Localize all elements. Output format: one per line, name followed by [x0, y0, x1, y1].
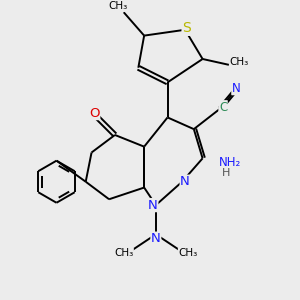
Text: S: S — [182, 21, 191, 35]
Text: N: N — [180, 175, 190, 188]
Text: CH₃: CH₃ — [108, 2, 128, 11]
Text: CH₃: CH₃ — [114, 248, 133, 258]
Text: H: H — [222, 168, 230, 178]
Text: N: N — [148, 199, 158, 212]
Text: CH₃: CH₃ — [178, 248, 198, 258]
Text: N: N — [151, 232, 161, 245]
Text: O: O — [89, 106, 100, 119]
Text: C: C — [219, 101, 227, 114]
Text: CH₃: CH₃ — [230, 57, 249, 67]
Text: N: N — [232, 82, 241, 95]
Text: NH₂: NH₂ — [219, 156, 242, 169]
